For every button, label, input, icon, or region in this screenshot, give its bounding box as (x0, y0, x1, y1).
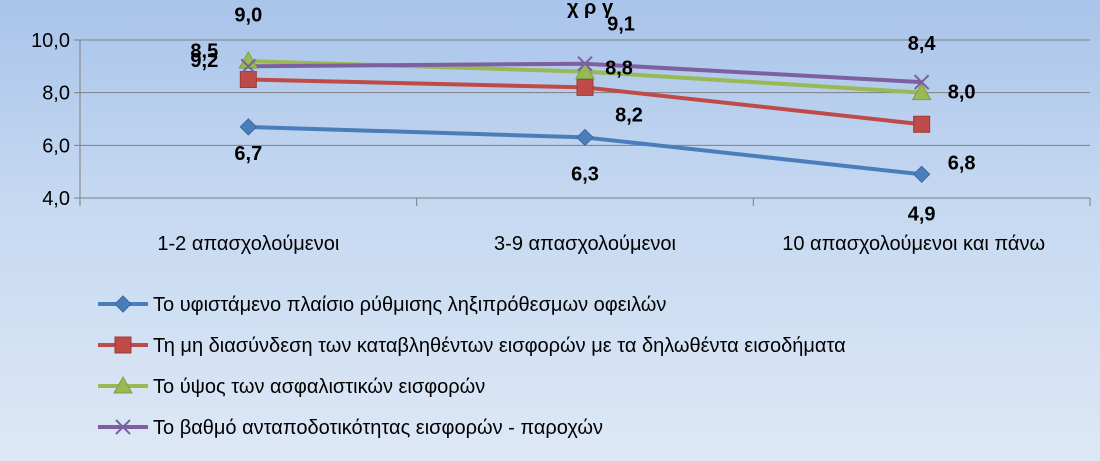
y-tick-label: 8,0 (42, 83, 70, 105)
data-label: 9,2 (190, 50, 218, 72)
legend-label: Το βαθμό ανταποδοτικότητας εισφορών - πα… (153, 417, 603, 439)
data-label: 8,4 (908, 33, 937, 55)
data-point-marker (911, 82, 932, 101)
data-point-marker (575, 61, 595, 80)
data-point-marker (239, 118, 258, 136)
data-point-marker (912, 165, 931, 184)
data-label: 8,0 (948, 82, 976, 104)
legend-marker (114, 336, 132, 354)
legend-item: Το βαθμό ανταποδοτικότητας εισφορών - πα… (98, 417, 603, 439)
legend-item: Το ύψος των ασφαλιστικών εισφορών (98, 376, 485, 398)
legend-marker (114, 295, 132, 313)
data-label: 4,9 (908, 203, 936, 225)
legend-item: Το υφιστάμενο πλαίσιο ρύθμισης ληξιπρόθε… (98, 294, 666, 316)
legend-marker (115, 419, 131, 435)
data-point-marker (239, 71, 257, 88)
data-point-marker (576, 128, 594, 147)
x-tick-label: 10 απασχολούμενοι και πάνω (782, 233, 1045, 255)
data-point-marker (913, 74, 930, 90)
legend-label: Το ύψος των ασφαλιστικών εισφορών (153, 376, 485, 398)
data-label: 9,0 (234, 4, 262, 26)
data-point-marker (577, 55, 593, 72)
y-tick-label: 4,0 (42, 188, 70, 210)
data-label: 6,3 (571, 163, 599, 185)
x-tick-label: 1-2 απασχολούμενοι (157, 233, 339, 255)
legend-item: Τη μη διασύνδεση των καταβληθέντων εισφο… (98, 335, 846, 357)
y-tick-label: 10,0 (31, 30, 70, 52)
data-label: 9,1 (607, 14, 635, 36)
legend-label: Το υφιστάμενο πλαίσιο ρύθμισης ληξιπρόθε… (153, 294, 666, 316)
data-label: 8,5 (190, 41, 218, 63)
y-tick-label: 6,0 (42, 135, 70, 157)
legend-marker (113, 375, 133, 394)
data-label: 8,8 (605, 58, 633, 80)
data-point-marker (240, 58, 257, 75)
chart-title: χ ρ γ (567, 0, 614, 19)
data-point-marker (576, 78, 594, 96)
data-point-marker (238, 51, 259, 69)
data-label: 6,7 (234, 143, 262, 165)
x-tick-label: 3-9 απασχολούμενοι (494, 233, 676, 255)
data-label: 6,8 (948, 152, 976, 174)
data-point-marker (913, 115, 931, 133)
data-label: 8,2 (615, 104, 643, 126)
legend-label: Τη μη διασύνδεση των καταβληθέντων εισφο… (153, 335, 846, 357)
